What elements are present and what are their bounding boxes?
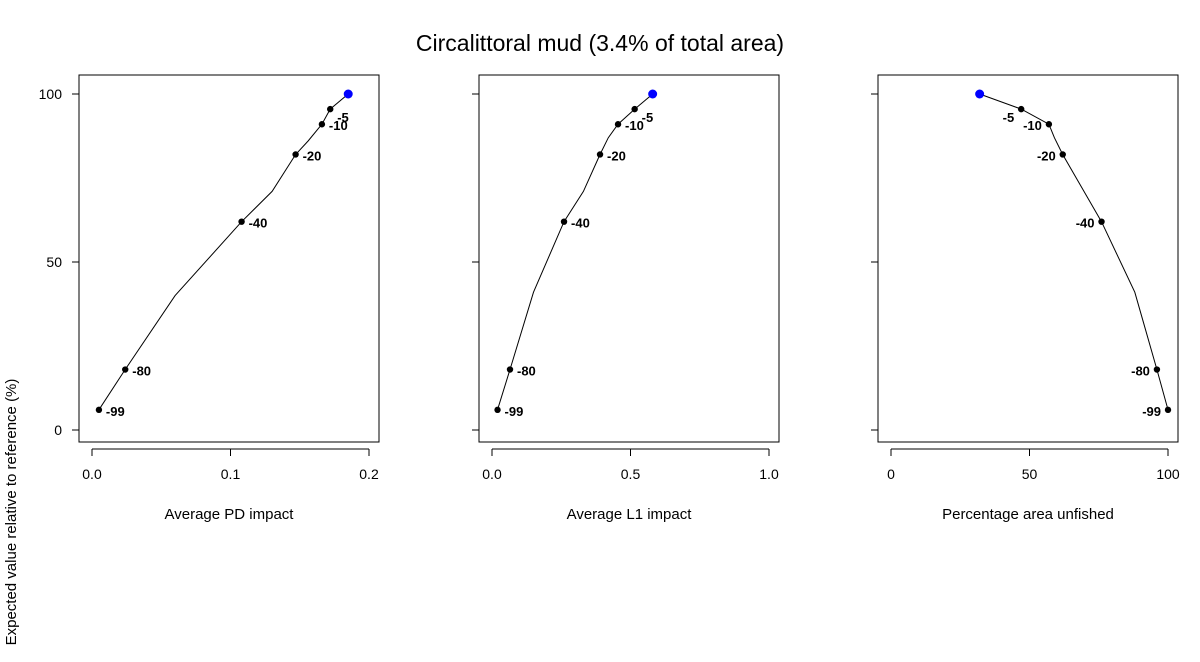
x-axis-label-panel-2: Average L1 impact xyxy=(566,506,692,523)
data-label: -80 xyxy=(517,364,536,379)
data-label: -20 xyxy=(303,148,322,163)
data-point xyxy=(596,151,604,158)
data-label: -5 xyxy=(337,110,349,125)
data-label: -10 xyxy=(329,118,348,133)
x-tick-label: 0.0 xyxy=(82,466,102,482)
data-label: -80 xyxy=(132,364,151,379)
data-point xyxy=(1098,218,1105,225)
data-point xyxy=(1045,121,1053,128)
data-point xyxy=(327,105,334,113)
data-label: -20 xyxy=(1037,148,1056,163)
chart-title: Circalittoral mud (3.4% of total area) xyxy=(415,30,785,56)
data-point xyxy=(292,151,299,158)
x-tick-label: 0.5 xyxy=(621,466,641,482)
x-tick-label: 1.0 xyxy=(759,466,779,482)
data-label: -99 xyxy=(505,404,524,419)
data-point xyxy=(1059,151,1066,158)
x-tick-label: 0.0 xyxy=(482,466,502,482)
data-label: -5 xyxy=(1003,110,1015,125)
x-tick-label: 0.1 xyxy=(221,466,241,482)
data-label: -99 xyxy=(106,404,125,419)
data-point xyxy=(1153,366,1161,373)
data-label: -40 xyxy=(571,216,590,231)
highlight-point xyxy=(975,89,985,99)
x-tick-label: 100 xyxy=(1156,466,1180,482)
data-point xyxy=(506,366,514,373)
data-label: -80 xyxy=(1131,364,1150,379)
y-tick-label: 0 xyxy=(54,422,62,438)
data-point xyxy=(238,218,245,225)
data-point xyxy=(494,406,501,414)
data-label: -40 xyxy=(249,216,268,231)
x-axis-label-panel-3: Percentage area unfished xyxy=(942,506,1114,523)
data-label: -5 xyxy=(642,110,654,125)
x-tick-label: 50 xyxy=(1022,466,1038,482)
data-point xyxy=(614,121,622,128)
data-label: -99 xyxy=(1142,404,1161,419)
x-tick-label: 0.2 xyxy=(359,466,379,482)
series-line xyxy=(98,93,349,411)
highlight-point xyxy=(343,89,353,99)
data-point xyxy=(95,406,103,414)
highlight-point xyxy=(648,89,658,99)
series-line xyxy=(497,93,654,410)
data-point xyxy=(1017,105,1025,113)
plot-frame-2 xyxy=(478,74,780,443)
plot-frame-1 xyxy=(78,74,380,443)
data-point xyxy=(560,218,568,225)
y-tick-label: 100 xyxy=(39,86,63,102)
data-point xyxy=(122,366,129,373)
plot-frame-3 xyxy=(877,74,1179,443)
series-line xyxy=(979,93,1169,410)
data-label: -10 xyxy=(625,118,644,133)
data-point xyxy=(318,121,326,128)
data-label: -10 xyxy=(1023,118,1042,133)
y-tick-label: 50 xyxy=(46,254,62,270)
x-tick-label: 0 xyxy=(887,466,895,482)
data-point xyxy=(1164,406,1172,414)
data-label: -40 xyxy=(1076,216,1095,231)
x-axis-label-panel-1: Average PD impact xyxy=(164,506,294,523)
data-point xyxy=(631,105,638,113)
data-label: -20 xyxy=(607,148,626,163)
